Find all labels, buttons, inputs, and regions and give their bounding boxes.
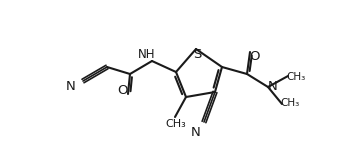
Text: NH: NH — [138, 48, 156, 60]
Text: CH₃: CH₃ — [280, 98, 300, 108]
Text: S: S — [193, 49, 201, 61]
Text: N: N — [191, 126, 201, 139]
Text: N: N — [268, 79, 278, 92]
Text: N: N — [66, 80, 76, 93]
Text: CH₃: CH₃ — [286, 72, 306, 82]
Text: CH₃: CH₃ — [166, 119, 186, 129]
Text: O: O — [249, 51, 259, 64]
Text: O: O — [118, 84, 128, 96]
